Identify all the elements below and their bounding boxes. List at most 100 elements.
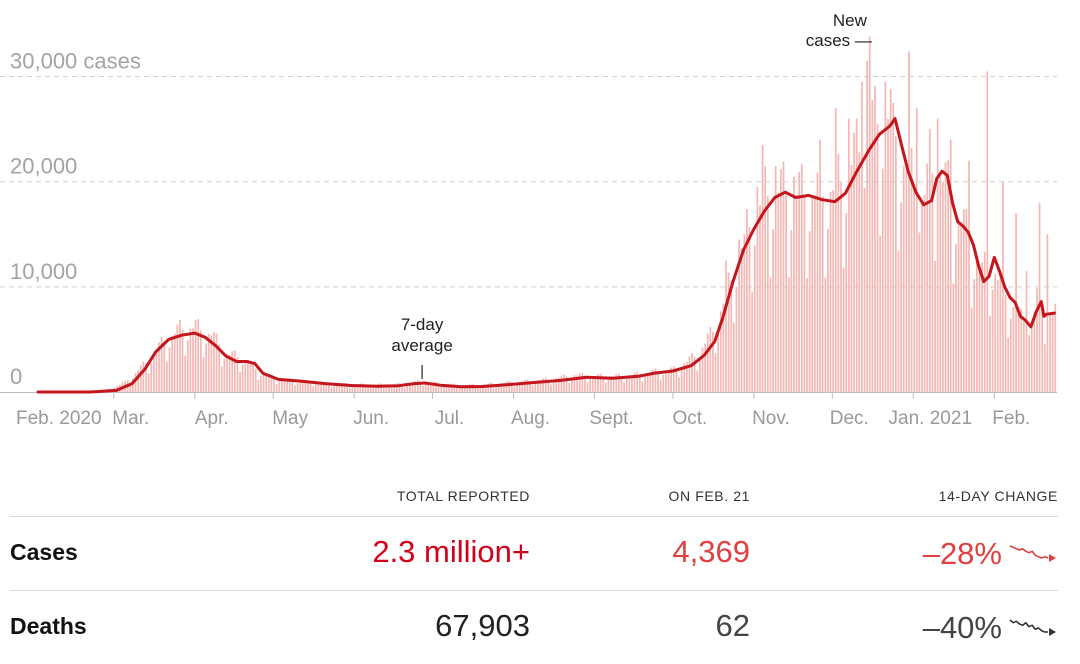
case-bar — [702, 347, 704, 392]
case-bar — [244, 360, 246, 392]
case-bar — [299, 381, 301, 392]
case-bar — [937, 119, 939, 392]
case-bar — [581, 373, 583, 392]
case-bar — [699, 359, 701, 392]
deaths-trend-sparkline — [1008, 616, 1058, 640]
deaths-on-date: 62 — [716, 608, 750, 644]
case-bar — [190, 329, 192, 392]
case-bar — [665, 371, 667, 392]
case-bar — [968, 161, 970, 392]
case-bar — [315, 384, 317, 392]
case-bar — [265, 375, 267, 392]
case-bar — [819, 140, 821, 392]
sparkline-arrow-icon — [1049, 554, 1056, 562]
case-bar — [148, 373, 150, 392]
case-bar — [945, 162, 947, 392]
case-bar — [657, 372, 659, 393]
case-bar — [1018, 307, 1020, 392]
case-bar — [835, 108, 837, 392]
case-bar — [958, 219, 960, 393]
case-bar — [1033, 312, 1035, 392]
case-bar — [276, 384, 278, 392]
case-bar — [804, 196, 806, 392]
case-bar — [796, 195, 798, 392]
case-bar — [840, 183, 842, 392]
case-bar — [929, 129, 931, 392]
case-bar — [790, 230, 792, 392]
case-bar — [662, 375, 664, 392]
case-bar — [197, 319, 199, 392]
case-bar — [137, 371, 139, 392]
case-bar — [514, 386, 516, 392]
case-bar — [900, 202, 902, 392]
case-bar — [527, 379, 529, 392]
case-bar — [986, 71, 988, 392]
case-bar — [877, 124, 879, 392]
case-bar — [759, 205, 761, 392]
case-bar — [163, 342, 165, 392]
x-tick-label: Sept. — [589, 408, 633, 429]
case-bar — [1039, 203, 1041, 392]
case-bar — [952, 284, 954, 392]
annotation-new-cases-text: New — [833, 11, 868, 30]
summary-table: TOTAL REPORTED ON FEB. 21 14-DAY CHANGE … — [10, 478, 1058, 664]
case-bar — [1028, 335, 1030, 392]
case-bar — [156, 351, 158, 392]
case-bar — [733, 322, 735, 392]
case-bar — [203, 357, 205, 392]
case-bar — [973, 279, 975, 392]
case-bar — [715, 353, 717, 392]
case-bar — [1020, 309, 1022, 392]
case-bar — [746, 209, 748, 392]
case-bar — [913, 187, 915, 392]
case-bar — [681, 370, 683, 392]
case-bar — [696, 371, 698, 392]
cases-on-date: 4,369 — [672, 534, 750, 570]
case-bar — [984, 252, 986, 392]
case-bar — [187, 340, 189, 392]
case-bar — [477, 388, 479, 392]
case-bar — [1031, 324, 1033, 392]
case-bar — [924, 195, 926, 392]
case-bar — [422, 386, 424, 392]
x-tick-label: Jul. — [435, 408, 465, 429]
cases-total: 2.3 million+ — [372, 534, 530, 570]
case-bar — [903, 166, 905, 392]
case-bar — [730, 281, 732, 392]
case-bar — [814, 196, 816, 392]
case-bar — [832, 190, 834, 392]
case-bar — [563, 374, 565, 392]
case-bar — [707, 334, 709, 392]
case-bar — [932, 173, 934, 392]
case-bar — [838, 154, 840, 392]
case-bar — [213, 332, 215, 392]
case-bar — [642, 381, 644, 392]
y-tick-label: 10,000 — [10, 259, 77, 284]
case-bar — [806, 278, 808, 392]
case-bar — [171, 336, 173, 392]
row-label: Deaths — [10, 613, 87, 640]
case-bar — [989, 316, 991, 392]
case-bar — [770, 278, 772, 392]
case-bar — [950, 140, 952, 392]
case-bar — [349, 388, 351, 392]
case-bar — [459, 388, 461, 392]
case-bar — [166, 362, 168, 392]
table-header: TOTAL REPORTED ON FEB. 21 14-DAY CHANGE — [10, 478, 1058, 516]
case-bar — [440, 387, 442, 392]
case-bar — [179, 320, 181, 392]
case-bar — [242, 364, 244, 392]
case-bar — [231, 351, 233, 392]
case-bar — [678, 377, 680, 392]
sparkline-path — [1010, 546, 1048, 558]
case-bar — [905, 171, 907, 392]
row-label: Cases — [10, 539, 78, 566]
case-bar — [916, 108, 918, 392]
daily-case-bars — [41, 37, 1056, 392]
case-bar — [793, 176, 795, 392]
case-bar — [942, 182, 944, 392]
x-tick-label: May — [272, 408, 308, 429]
x-tick-label: Oct. — [672, 408, 707, 429]
sparkline-path — [1010, 620, 1048, 632]
